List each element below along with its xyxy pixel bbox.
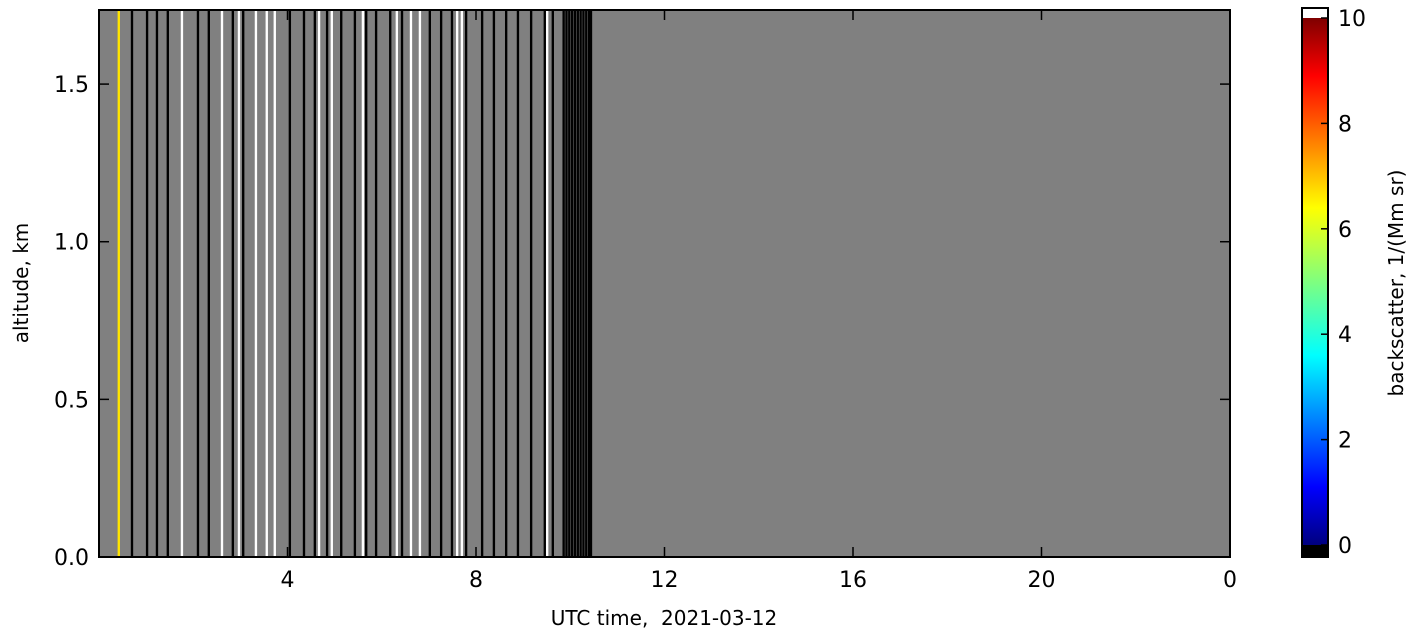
- stripe: [302, 10, 306, 557]
- plot-background: [99, 10, 1230, 557]
- stripe: [585, 10, 588, 557]
- stripe: [400, 10, 404, 557]
- stripe: [455, 10, 459, 557]
- colorbar-label: backscatter, 1/(Mm sr): [1384, 170, 1408, 397]
- stripe: [573, 10, 577, 557]
- x-axis-label: UTC time, 2021-03-12: [551, 606, 778, 630]
- stripe: [439, 10, 443, 557]
- colorbar-tick-label: 0: [1338, 534, 1352, 559]
- stripe: [409, 10, 413, 557]
- stripe: [361, 10, 365, 557]
- x-tick-label: 0: [1223, 568, 1237, 593]
- stripe: [288, 10, 292, 557]
- stripe: [579, 10, 582, 557]
- y-axis-label: altitude, km: [9, 223, 33, 344]
- x-tick-label: 4: [281, 568, 295, 593]
- stripe: [273, 10, 276, 557]
- stripe: [254, 10, 258, 557]
- colorbar-tick-label: 4: [1338, 323, 1352, 348]
- stripe: [418, 10, 422, 557]
- stripe: [480, 10, 484, 557]
- stripe: [587, 10, 591, 557]
- stripe: [389, 10, 392, 557]
- x-tick-label: 20: [1028, 568, 1056, 593]
- stripe: [464, 10, 468, 557]
- y-tick-label: 0.0: [54, 546, 89, 571]
- stripe: [504, 10, 508, 557]
- stripe: [450, 10, 454, 557]
- y-tick-label: 0.5: [54, 388, 89, 413]
- stripe: [570, 10, 574, 557]
- stripe: [117, 10, 120, 557]
- colorbar-over: [1302, 8, 1328, 18]
- stripe: [365, 10, 368, 557]
- stripe: [130, 10, 134, 557]
- stripe: [353, 10, 357, 557]
- stripe: [543, 10, 546, 557]
- colorbar-tick-label: 10: [1338, 7, 1366, 32]
- stripe: [492, 10, 496, 557]
- stripe: [565, 10, 568, 557]
- stripe: [220, 10, 224, 557]
- stripe: [562, 10, 565, 557]
- stripe: [576, 10, 579, 557]
- colorbar: [1302, 18, 1328, 545]
- colorbar-tick-label: 6: [1338, 218, 1352, 243]
- stripe: [460, 10, 464, 557]
- colorbar-frame: [1301, 7, 1329, 558]
- y-tick-label: 1.0: [54, 231, 89, 256]
- y-tick-label: 1.5: [54, 73, 89, 98]
- stripe: [180, 10, 184, 557]
- stripe: [395, 10, 399, 557]
- stripe: [428, 10, 431, 557]
- stripe: [545, 10, 549, 557]
- stripe: [340, 10, 343, 557]
- x-tick-label: 16: [839, 568, 867, 593]
- x-tick-label: 12: [651, 568, 679, 593]
- stripe: [551, 10, 554, 557]
- x-tick-label: 8: [469, 568, 483, 593]
- stripe: [313, 10, 317, 557]
- stripe: [582, 10, 585, 557]
- colorbar-under: [1302, 545, 1328, 557]
- stripe: [242, 10, 245, 557]
- stripe: [265, 10, 268, 557]
- stripe: [145, 10, 149, 557]
- stripe: [237, 10, 241, 557]
- stripe: [207, 10, 210, 557]
- stripe: [325, 10, 329, 557]
- stripe: [231, 10, 235, 557]
- stripe: [568, 10, 571, 557]
- stripe: [166, 10, 169, 557]
- colorbar-tick-label: 2: [1338, 429, 1352, 454]
- stripe: [196, 10, 200, 557]
- stripe: [589, 10, 593, 557]
- stripe: [330, 10, 333, 557]
- stripe: [529, 10, 533, 557]
- stripe: [317, 10, 321, 557]
- stripe: [516, 10, 520, 557]
- stripe: [374, 10, 378, 557]
- colorbar-tick-label: 8: [1338, 112, 1352, 137]
- stripe: [155, 10, 159, 557]
